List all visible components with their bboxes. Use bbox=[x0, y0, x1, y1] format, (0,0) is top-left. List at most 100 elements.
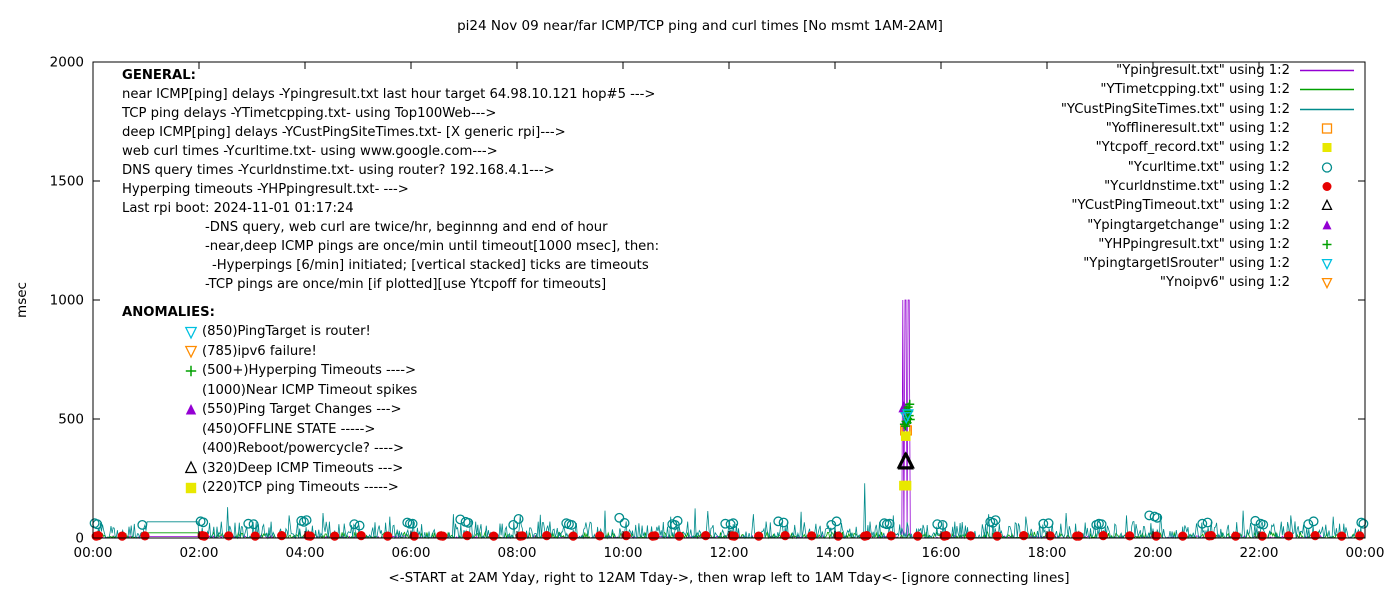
legend-entry: "Ypingresult.txt" using 1:2 bbox=[1061, 61, 1355, 80]
x-tick-label: 14:00 bbox=[816, 545, 855, 561]
anomaly-item: (320)Deep ICMP Timeouts ---> bbox=[122, 459, 417, 479]
anomaly-marker-tri-down-open-icon bbox=[180, 343, 202, 359]
anomaly-item: (450)OFFLINE STATE -----> bbox=[122, 420, 417, 440]
x-tick-label: 06:00 bbox=[392, 545, 431, 561]
anomaly-marker-triangle-filled-icon bbox=[180, 402, 202, 418]
general-line: DNS query times -Ycurldnstime.txt- using… bbox=[122, 163, 555, 178]
legend-glyph-square-open-icon bbox=[1321, 123, 1333, 134]
general-line: TCP ping delays -YTimetcpping.txt- using… bbox=[122, 106, 497, 121]
series-Ycurltime bbox=[89, 510, 1369, 531]
legend-label: "Ypingresult.txt" using 1:2 bbox=[1116, 63, 1290, 79]
legend: "Ypingresult.txt" using 1:2 "YTimetcpping… bbox=[1061, 61, 1355, 293]
legend-glyph-line-icon bbox=[1300, 89, 1354, 91]
anomaly-text: (220)TCP ping Timeouts -----> bbox=[202, 480, 399, 496]
anomaly-marker-tri-down-open-icon bbox=[180, 324, 202, 340]
legend-glyph-circle-open-icon bbox=[1321, 161, 1333, 173]
x-tick-label: 02:00 bbox=[180, 545, 219, 561]
general-line: deep ICMP[ping] delays -YCustPingSiteTim… bbox=[122, 125, 566, 140]
series-Ytcpoff_record bbox=[899, 431, 912, 491]
legend-label: "YCustPingSiteTimes.txt" using 1:2 bbox=[1060, 101, 1290, 117]
legend-label: "Ynoipv6" using 1:2 bbox=[1159, 275, 1290, 291]
anomaly-rows: (850)PingTarget is router! (785)ipv6 fail… bbox=[122, 322, 417, 498]
x-tick-label: 12:00 bbox=[710, 545, 749, 561]
general-line: -near,deep ICMP pings are once/min until… bbox=[205, 239, 660, 254]
general-line: web curl times -Ycurltime.txt- using www… bbox=[122, 144, 498, 159]
legend-label: "Yofflineresult.txt" using 1:2 bbox=[1105, 121, 1290, 137]
general-line: -TCP pings are once/min [if plotted][use… bbox=[205, 277, 607, 292]
legend-glyph-line-icon bbox=[1300, 69, 1354, 72]
anomaly-item: (850)PingTarget is router! bbox=[122, 322, 417, 342]
legend-entry: "YCustPingTimeout.txt" using 1:2 bbox=[1061, 196, 1355, 215]
legend-entry: "Ypingtargetchange" using 1:2 bbox=[1061, 215, 1355, 234]
general-line: Last rpi boot: 2024-11-01 01:17:24 bbox=[122, 201, 354, 216]
general-heading: GENERAL: bbox=[122, 68, 196, 83]
legend-entry: "YTimetcpping.txt" using 1:2 bbox=[1061, 80, 1355, 99]
chart-title: pi24 Nov 09 near/far ICMP/TCP ping and c… bbox=[457, 18, 943, 34]
anomaly-item: (1000)Near ICMP Timeout spikes bbox=[122, 381, 417, 401]
legend-glyph-circle-filled-icon bbox=[1322, 181, 1332, 191]
anomalies-heading: ANOMALIES: bbox=[122, 305, 215, 320]
legend-glyph-line-icon bbox=[1300, 108, 1354, 110]
x-tick-label: 04:00 bbox=[286, 545, 325, 561]
anomaly-text: (450)OFFLINE STATE -----> bbox=[202, 421, 376, 437]
series-YCustPingTimeout bbox=[896, 451, 915, 470]
legend-entry: "Ycurltime.txt" using 1:2 bbox=[1061, 157, 1355, 176]
y-tick-label: 500 bbox=[58, 412, 84, 428]
legend-entry: "Ycurldnstime.txt" using 1:2 bbox=[1061, 177, 1355, 196]
legend-glyph-plus-icon bbox=[1322, 239, 1332, 249]
anomaly-marker-square-filled-icon bbox=[180, 480, 202, 496]
legend-label: "YHPpingresult.txt" using 1:2 bbox=[1098, 236, 1290, 252]
legend-entry: "Ynoipv6" using 1:2 bbox=[1061, 273, 1355, 292]
general-line: -DNS query, web curl are twice/hr, begin… bbox=[205, 220, 608, 235]
x-axis-label: <-START at 2AM Yday, right to 12AM Tday-… bbox=[388, 570, 1070, 586]
general-line: -Hyperpings [6/min] initiated; [vertical… bbox=[212, 258, 649, 273]
legend-label: "YTimetcpping.txt" using 1:2 bbox=[1100, 82, 1290, 98]
anomaly-text: (785)ipv6 failure! bbox=[202, 343, 317, 359]
legend-label: "Ycurldnstime.txt" using 1:2 bbox=[1104, 178, 1290, 194]
x-tick-label: 20:00 bbox=[1134, 545, 1173, 561]
legend-entry: "YHPpingresult.txt" using 1:2 bbox=[1061, 235, 1355, 254]
anomaly-item: (400)Reboot/powercycle? ----> bbox=[122, 439, 417, 459]
anomaly-item: (500+)Hyperping Timeouts ----> bbox=[122, 361, 417, 381]
legend-label: "Ytcpoff_record.txt" using 1:2 bbox=[1095, 140, 1290, 156]
y-tick-label: 1500 bbox=[50, 174, 84, 190]
anomaly-text: (850)PingTarget is router! bbox=[202, 324, 371, 340]
y-tick-label: 2000 bbox=[50, 55, 84, 71]
anomaly-text: (400)Reboot/powercycle? ----> bbox=[202, 441, 405, 457]
x-tick-label: 00:00 bbox=[1346, 545, 1385, 561]
legend-label: "Ycurltime.txt" using 1:2 bbox=[1127, 159, 1290, 175]
axes: 00:00 02:00 04:00 06:00 08:00 10:00 12:00 14:00… bbox=[50, 55, 1385, 562]
general-lines: near ICMP[ping] delays -Ypingresult.txt … bbox=[122, 85, 659, 294]
legend-entry: "Ytcpoff_record.txt" using 1:2 bbox=[1061, 138, 1355, 157]
x-tick-label: 08:00 bbox=[498, 545, 537, 561]
series-YpingtargetISrouter bbox=[900, 409, 914, 425]
legend-label: "Ypingtargetchange" using 1:2 bbox=[1087, 217, 1290, 233]
anomaly-text: (550)Ping Target Changes ---> bbox=[202, 402, 402, 418]
legend-label: "YpingtargetISrouter" using 1:2 bbox=[1083, 256, 1290, 272]
anomaly-text: (320)Deep ICMP Timeouts ---> bbox=[202, 460, 404, 476]
legend-glyph-tri-down-open-icon bbox=[1321, 259, 1333, 271]
anomaly-marker-triangle-open-icon bbox=[180, 460, 202, 476]
anomaly-item: (220)TCP ping Timeouts -----> bbox=[122, 478, 417, 498]
legend-glyph-tri-down-open-icon bbox=[1321, 278, 1333, 290]
general-line: Hyperping timeouts -YHPpingresult.txt- -… bbox=[122, 182, 409, 197]
legend-entry: "YCustPingSiteTimes.txt" using 1:2 bbox=[1061, 100, 1355, 119]
x-tick-label: 10:00 bbox=[604, 545, 643, 561]
anomaly-text: (500+)Hyperping Timeouts ----> bbox=[202, 363, 417, 379]
x-tick-label: 00:00 bbox=[74, 545, 113, 561]
legend-glyph-triangle-filled-icon bbox=[1322, 219, 1332, 229]
x-tick-label: 22:00 bbox=[1240, 545, 1279, 561]
anomaly-item: (785)ipv6 failure! bbox=[122, 342, 417, 362]
legend-glyph-square-filled-icon bbox=[1322, 143, 1332, 153]
general-line: near ICMP[ping] delays -Ypingresult.txt … bbox=[122, 87, 656, 102]
y-tick-label: 0 bbox=[75, 531, 84, 547]
y-tick-label: 1000 bbox=[50, 293, 84, 309]
general-annotations: GENERAL: near ICMP[ping] delays -Ypingre… bbox=[122, 66, 659, 294]
legend-glyph-triangle-open-icon bbox=[1321, 199, 1333, 211]
legend-label: "YCustPingTimeout.txt" using 1:2 bbox=[1071, 198, 1290, 214]
x-tick-label: 16:00 bbox=[922, 545, 961, 561]
legend-entry: "YpingtargetISrouter" using 1:2 bbox=[1061, 254, 1355, 273]
anomaly-marker-plus-icon bbox=[180, 363, 202, 379]
anomaly-annotations: ANOMALIES: (850)PingTarget is router! (78… bbox=[122, 303, 417, 498]
